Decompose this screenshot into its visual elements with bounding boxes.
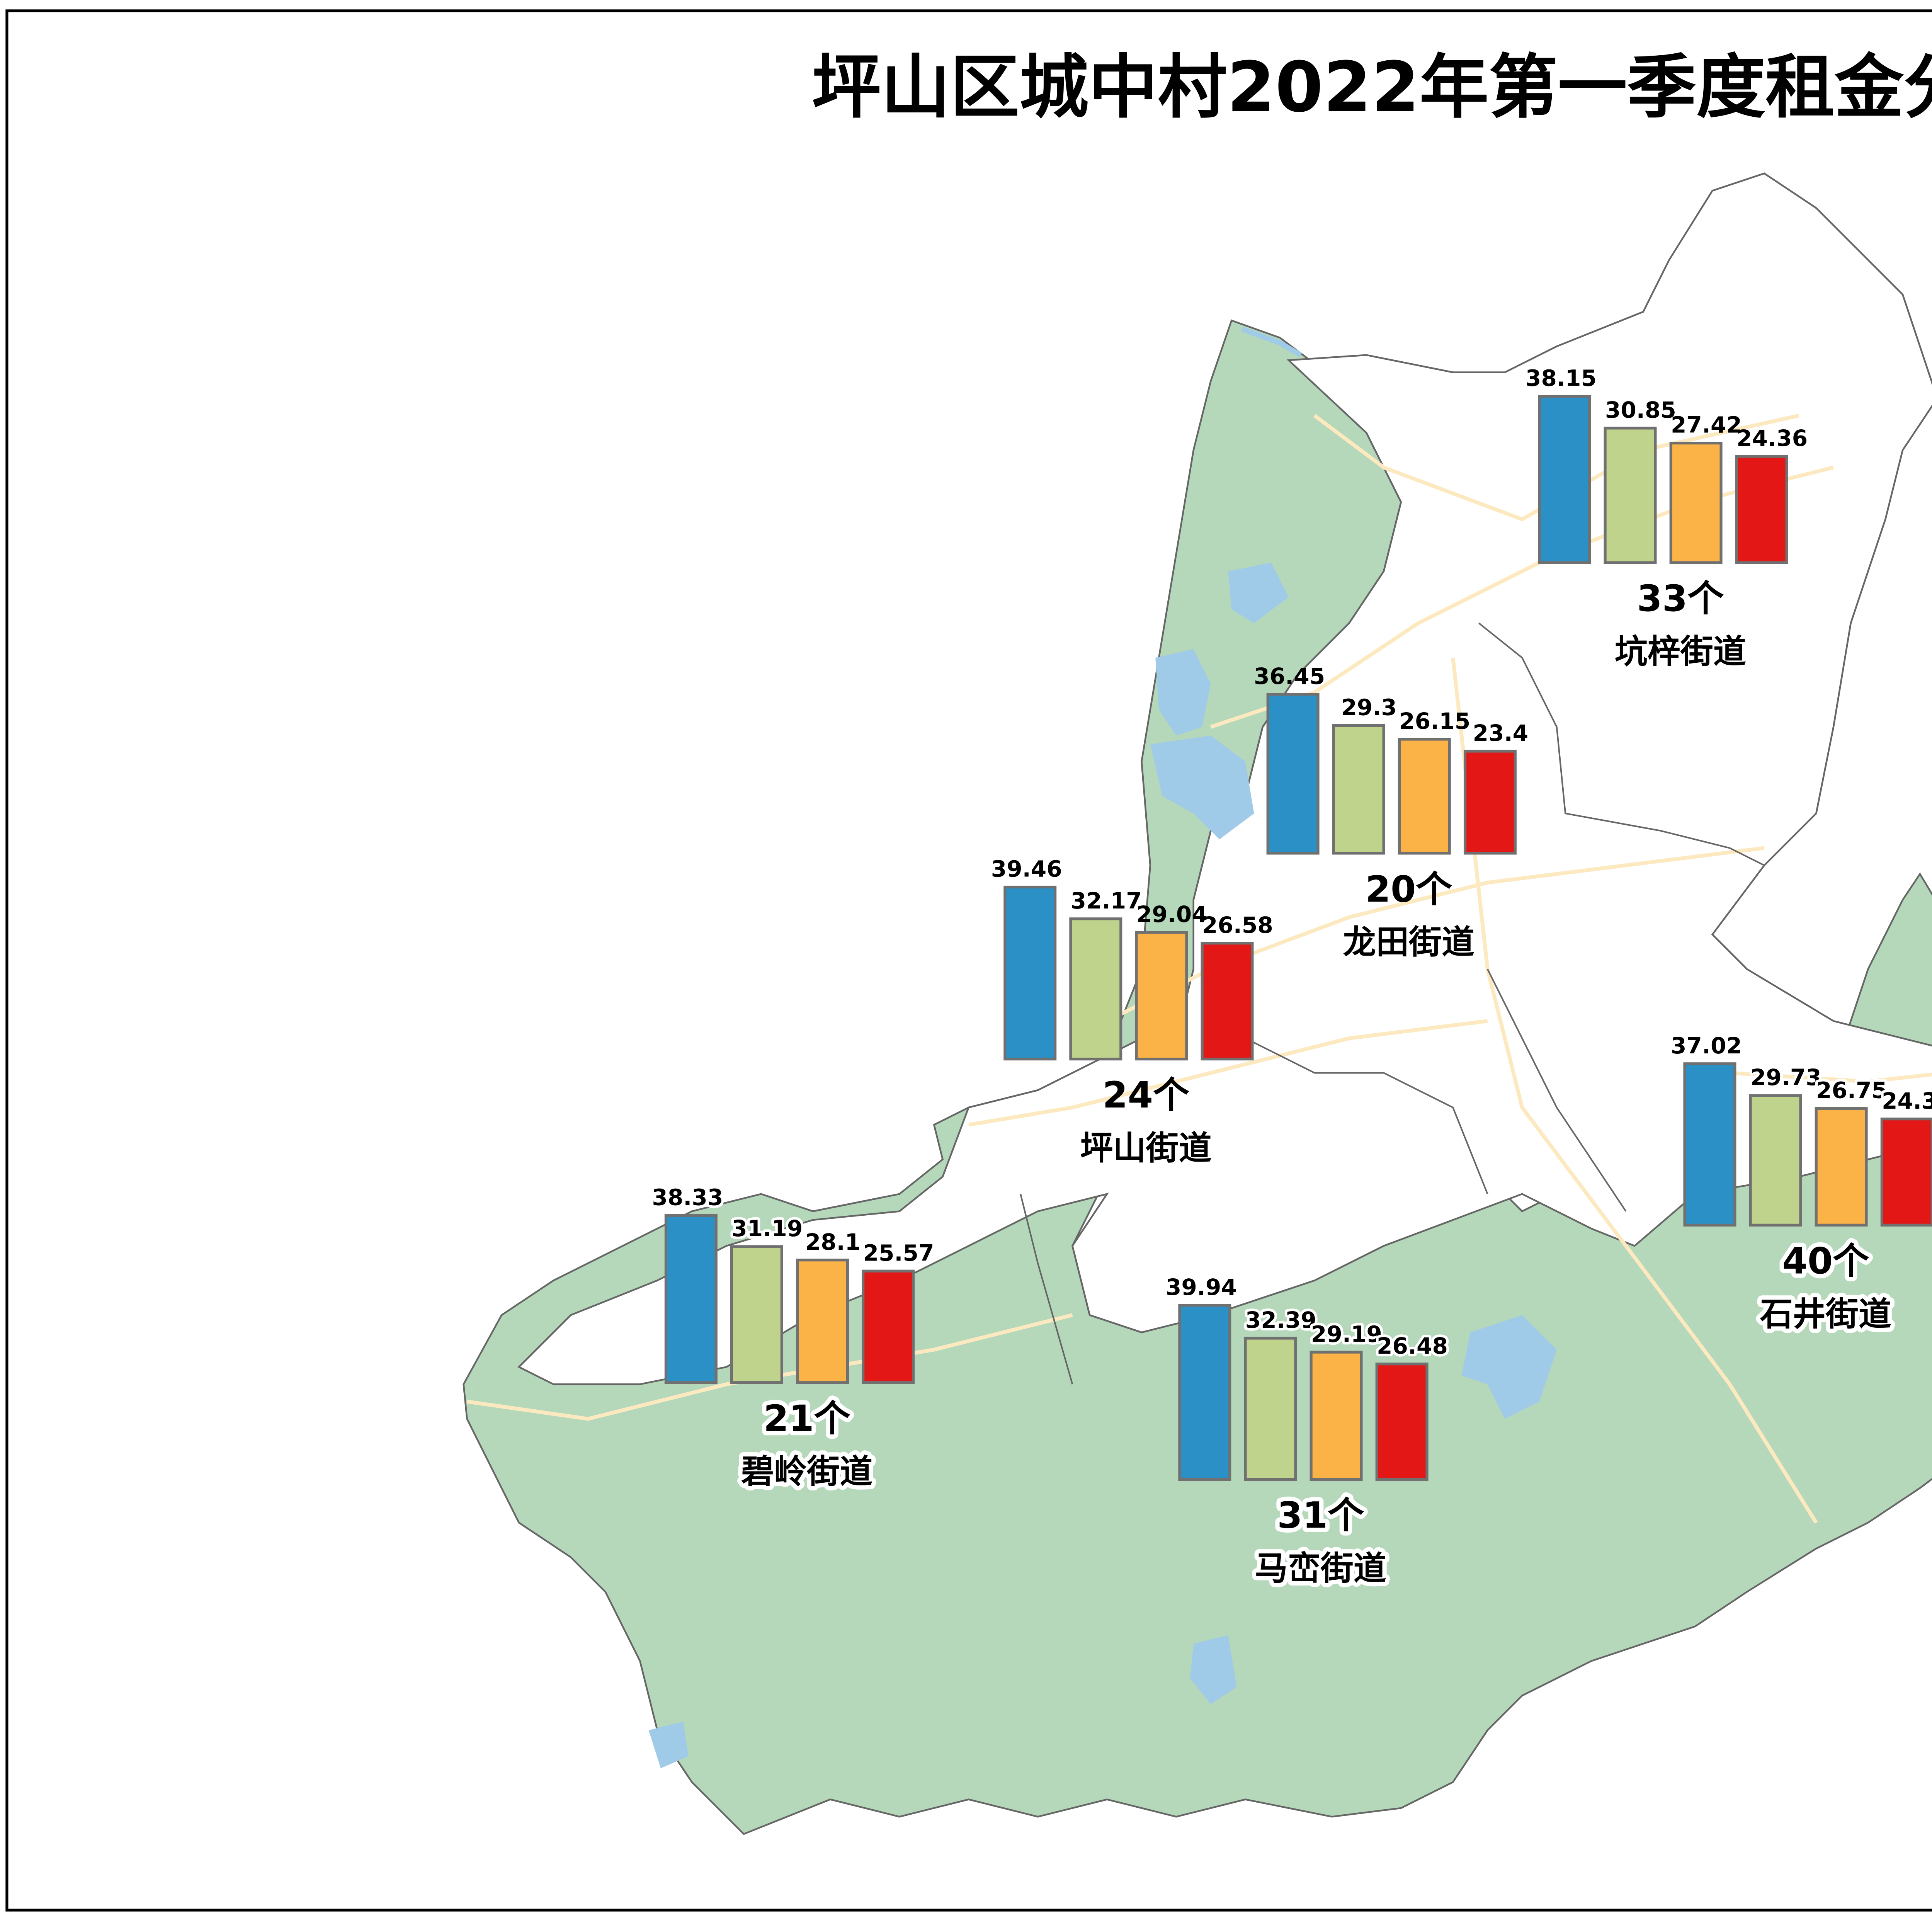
bar-value-label: 26.48 [1377, 1333, 1448, 1359]
bar-value-label: 36.45 [1254, 663, 1325, 689]
bar-一室 [1069, 917, 1122, 1061]
bar-value-label: 26.58 [1202, 912, 1273, 938]
bar-value-label: 26.15 [1399, 708, 1470, 734]
district-name: 石井街道 [1760, 1295, 1891, 1334]
bar-一室 [730, 1245, 783, 1384]
bar-value-label: 29.3 [1341, 694, 1397, 721]
bar-两室 [1815, 1107, 1868, 1227]
map-title: 坪山区城中村2022年第一季度租金分布图 [812, 48, 1932, 128]
bar-单间 [1003, 885, 1057, 1061]
bar-value-label: 29.04 [1136, 901, 1208, 927]
bar-两室 [1669, 442, 1723, 564]
water-reservoir [1228, 562, 1289, 623]
village-count: 24个 [1102, 1074, 1189, 1116]
village-count: 21个 [764, 1398, 850, 1440]
bar-一室 [1749, 1094, 1802, 1227]
bar-value-label: 27.42 [1671, 412, 1742, 438]
bar-value-label: 38.15 [1526, 365, 1597, 391]
district-name: 坪山街道 [1080, 1129, 1212, 1167]
water-reservoir [1190, 1635, 1237, 1705]
district-name: 坑梓街道 [1615, 633, 1746, 671]
bar-三室 [1735, 455, 1788, 564]
bar-三室 [862, 1269, 915, 1384]
water-river [1241, 327, 1302, 357]
bar-value-label: 32.39 [1245, 1307, 1316, 1333]
bar-单间 [1683, 1062, 1736, 1227]
bar-value-label: 26.75 [1816, 1077, 1887, 1104]
bar-value-label: 30.85 [1605, 397, 1676, 423]
district-name: 龙田街道 [1343, 924, 1475, 962]
water-reservoir [1150, 735, 1254, 840]
bar-一室 [1244, 1337, 1297, 1481]
water-reservoir [648, 1722, 689, 1768]
bar-一室 [1332, 724, 1385, 855]
village-count: 31个 [1277, 1495, 1364, 1537]
bar-value-label: 24.36 [1736, 425, 1808, 451]
bar-value-label: 32.17 [1071, 888, 1142, 914]
bar-value-label: 23.4 [1473, 720, 1528, 746]
bar-三室 [1463, 750, 1517, 855]
village-count: 20个 [1366, 868, 1452, 910]
bar-两室 [796, 1259, 849, 1384]
bar-value-label: 39.46 [991, 856, 1062, 882]
village-count: 40个 [1782, 1240, 1869, 1283]
bar-value-label: 25.57 [863, 1240, 934, 1266]
bar-value-label: 29.73 [1750, 1064, 1821, 1090]
water-reservoir [1155, 649, 1211, 736]
bar-两室 [1135, 931, 1188, 1061]
district-name: 马峦街道 [1255, 1550, 1386, 1588]
water-reservoir [1461, 1315, 1557, 1419]
district-name: 碧岭街道 [741, 1453, 872, 1491]
bar-三室 [1880, 1118, 1932, 1227]
bar-三室 [1375, 1363, 1429, 1481]
bar-单间 [664, 1214, 718, 1384]
bar-一室 [1604, 427, 1657, 564]
bar-单间 [1538, 395, 1591, 564]
bar-单间 [1178, 1304, 1231, 1481]
bar-value-label: 39.94 [1166, 1274, 1237, 1300]
village-count: 33个 [1637, 578, 1724, 620]
bar-两室 [1310, 1351, 1363, 1481]
bar-value-label: 37.02 [1671, 1033, 1742, 1059]
bar-三室 [1201, 942, 1254, 1061]
bar-value-label: 31.19 [731, 1215, 803, 1242]
bar-value-label: 28.1 [805, 1229, 861, 1255]
bar-value-label: 38.33 [652, 1184, 723, 1210]
bar-单间 [1266, 693, 1320, 855]
bar-两室 [1398, 738, 1451, 855]
bar-value-label: 29.19 [1311, 1321, 1382, 1347]
bar-value-label: 24.35 [1882, 1088, 1932, 1114]
